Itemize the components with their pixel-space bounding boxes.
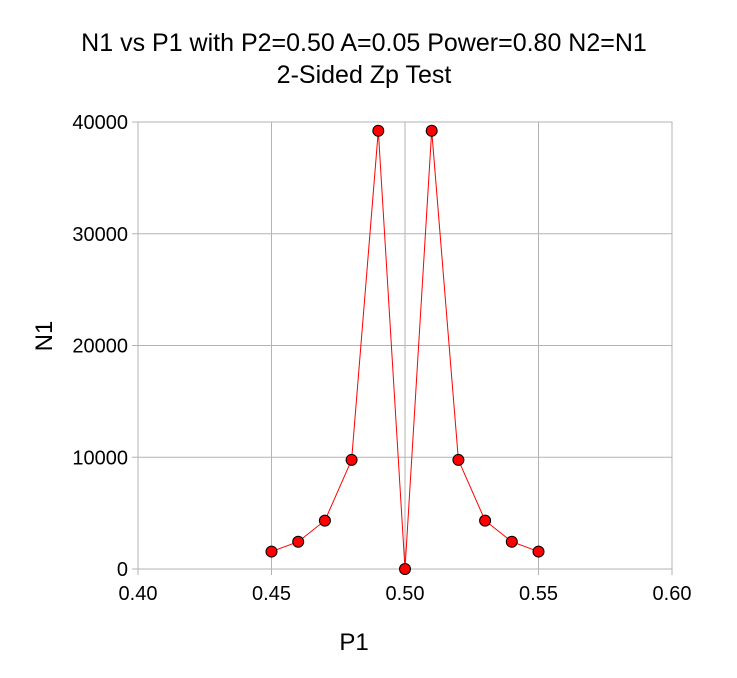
x-tick-label: 0.45 bbox=[252, 583, 291, 605]
x-tick-label: 0.40 bbox=[119, 583, 158, 605]
data-point bbox=[345, 453, 358, 466]
data-point bbox=[505, 535, 518, 548]
y-tick-label: 0 bbox=[117, 559, 128, 581]
data-point bbox=[479, 514, 492, 527]
chart-subtitle: 2-Sided Zp Test bbox=[277, 61, 452, 89]
data-point bbox=[318, 514, 331, 527]
data-point bbox=[399, 563, 411, 575]
y-tick-label: 30000 bbox=[72, 224, 128, 246]
y-tick-label: 10000 bbox=[72, 447, 128, 469]
data-series bbox=[265, 124, 545, 575]
data-point bbox=[452, 453, 465, 466]
x-axis-label: P1 bbox=[339, 629, 368, 656]
x-tick-label: 0.50 bbox=[386, 583, 425, 605]
y-tick-label: 20000 bbox=[72, 336, 128, 358]
y-axis-label: N1 bbox=[31, 321, 58, 352]
data-point bbox=[372, 124, 385, 137]
x-tick-label: 0.55 bbox=[519, 583, 558, 605]
axes bbox=[132, 121, 673, 575]
tick-labels: 0.40 0.45 0.50 0.55 0.60 0 10000 20000 30000 4000… bbox=[72, 112, 691, 605]
chart-title: N1 vs P1 with P2=0.50 A=0.05 Power=0.80 … bbox=[81, 29, 647, 57]
data-point bbox=[532, 545, 545, 558]
x-tick-label: 0.60 bbox=[653, 583, 692, 605]
data-point bbox=[265, 545, 278, 558]
data-point bbox=[425, 124, 438, 137]
grid bbox=[137, 121, 673, 570]
y-tick-label: 40000 bbox=[72, 112, 128, 134]
data-point bbox=[292, 535, 305, 548]
